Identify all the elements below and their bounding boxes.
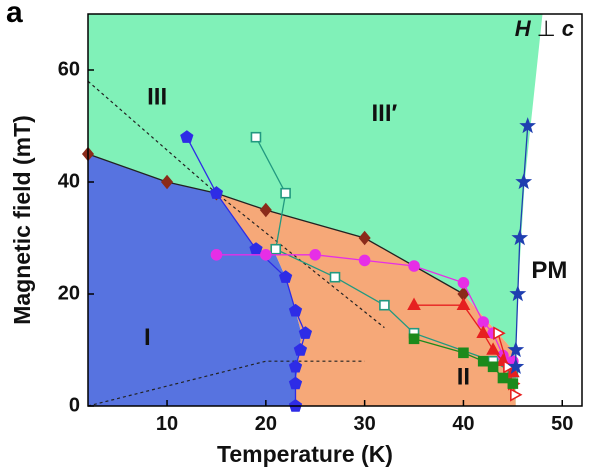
data-point-circle (260, 249, 272, 261)
region-ii (216, 193, 516, 406)
data-point-square (329, 271, 341, 283)
y-tick-label: 20 (58, 282, 80, 304)
series-line (497, 333, 516, 395)
data-point-triangle-right (493, 326, 506, 341)
y-tick-label: 40 (58, 170, 80, 192)
region-label-pm: PM (531, 257, 567, 284)
data-point-circle (457, 276, 470, 289)
data-point-circle (210, 249, 223, 261)
series-pentagon-filled (180, 130, 313, 412)
data-point-pentagon (209, 186, 224, 199)
y-axis-title: Magnetic field (mT) (9, 115, 35, 325)
data-point-pentagon (249, 242, 263, 255)
series-line (216, 254, 514, 362)
data-point-star (507, 358, 525, 374)
data-point-pentagon (278, 270, 293, 283)
region-i (88, 154, 302, 406)
field-relation: ⊥ (537, 16, 556, 41)
data-point-pentagon (288, 376, 303, 390)
region-label-iii: III (147, 83, 167, 110)
data-point-square (250, 131, 262, 143)
data-point-triangle (456, 297, 471, 311)
data-point-pentagon (293, 343, 308, 356)
x-tick-label: 10 (156, 413, 178, 435)
panel-label: a (6, 0, 23, 29)
data-point-circle (358, 254, 371, 267)
data-point-square (408, 333, 420, 345)
data-point-star (515, 173, 533, 190)
data-point-triangle (407, 297, 421, 311)
data-point-triangle-right (510, 387, 523, 402)
data-point-star (509, 285, 527, 302)
series-line (87, 153, 464, 295)
region-label-ii: II (457, 363, 470, 390)
x-tick-label: 30 (354, 413, 376, 435)
x-tick-label: 40 (452, 413, 474, 435)
data-point-pentagon (288, 359, 303, 373)
plot-frame (87, 13, 583, 407)
data-point-pentagon (288, 303, 303, 317)
field-orientation-annotation: H ⊥ c (515, 16, 574, 41)
data-point-star (507, 341, 525, 358)
x-tick-label: 50 (551, 413, 573, 435)
region-label-iii-prime: III′ (372, 100, 398, 127)
data-point-pentagon (180, 130, 194, 143)
data-point-square (487, 361, 499, 373)
data-point-square (270, 243, 282, 255)
data-point-circle (309, 249, 322, 261)
x-tick-label: 20 (255, 413, 277, 435)
series-star-filled (507, 117, 537, 374)
field-axis: c (562, 16, 574, 41)
phase-regions (88, 14, 582, 406)
field-symbol: H (515, 16, 532, 41)
data-point-square (507, 378, 519, 389)
series-line (186, 136, 307, 406)
data-point-triangle (476, 325, 491, 339)
data-point-diamond (160, 174, 174, 190)
data-point-triangle (486, 342, 500, 355)
data-point-diamond (358, 230, 371, 246)
data-point-square (280, 187, 291, 199)
series-square-filled (408, 333, 519, 389)
data-point-circle (408, 260, 420, 272)
y-tick-label: 0 (69, 394, 80, 416)
dashed-boundary-line (88, 360, 365, 406)
data-point-square (497, 372, 509, 384)
data-point-star (511, 229, 529, 246)
data-point-square (458, 347, 469, 359)
data-point-circle (477, 316, 490, 328)
data-point-square (379, 299, 390, 311)
axes: 10 20 30 40 50 0 20 40 60 Temperature (K) Magnetic… (9, 58, 573, 467)
x-axis-title: Temperature (K) (217, 441, 393, 467)
region-label-i: I (144, 324, 151, 351)
data-point-star (519, 117, 537, 134)
data-point-pentagon (298, 326, 313, 339)
data-point-diamond (259, 202, 272, 218)
region-iii (88, 14, 543, 406)
y-tick-label: 60 (58, 58, 80, 80)
data-point-square (477, 355, 489, 367)
